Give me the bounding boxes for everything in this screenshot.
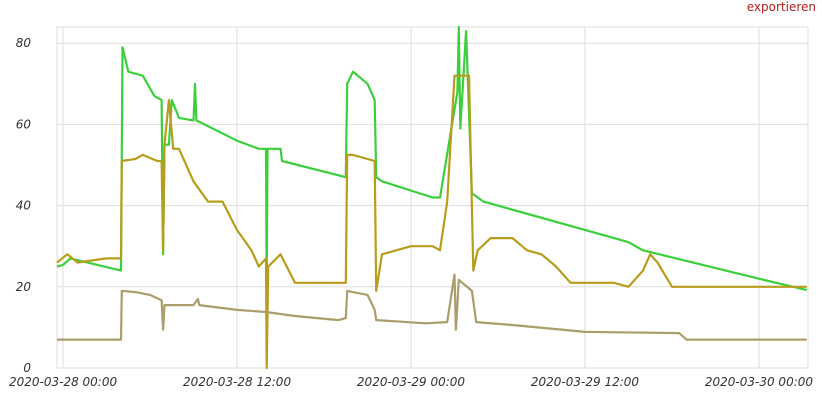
x-tick-label: 2020-03-28 00:00 <box>9 375 118 389</box>
x-tick-label: 2020-03-29 12:00 <box>531 375 640 389</box>
y-tick-label: 20 <box>16 280 32 294</box>
y-tick-label: 80 <box>16 36 32 50</box>
y-tick-label: 40 <box>16 199 32 213</box>
x-tick-label: 2020-03-29 00:00 <box>357 375 466 389</box>
series-line <box>57 273 807 341</box>
series-line <box>56 25 808 292</box>
y-tick-label: 0 <box>23 361 31 375</box>
y-tick-label: 60 <box>16 117 32 131</box>
x-tick-label: 2020-03-28 12:00 <box>183 375 292 389</box>
x-tick-label: 2020-03-30 00:00 <box>705 375 814 389</box>
series-line <box>56 74 807 370</box>
export-link[interactable]: exportieren <box>746 0 816 14</box>
